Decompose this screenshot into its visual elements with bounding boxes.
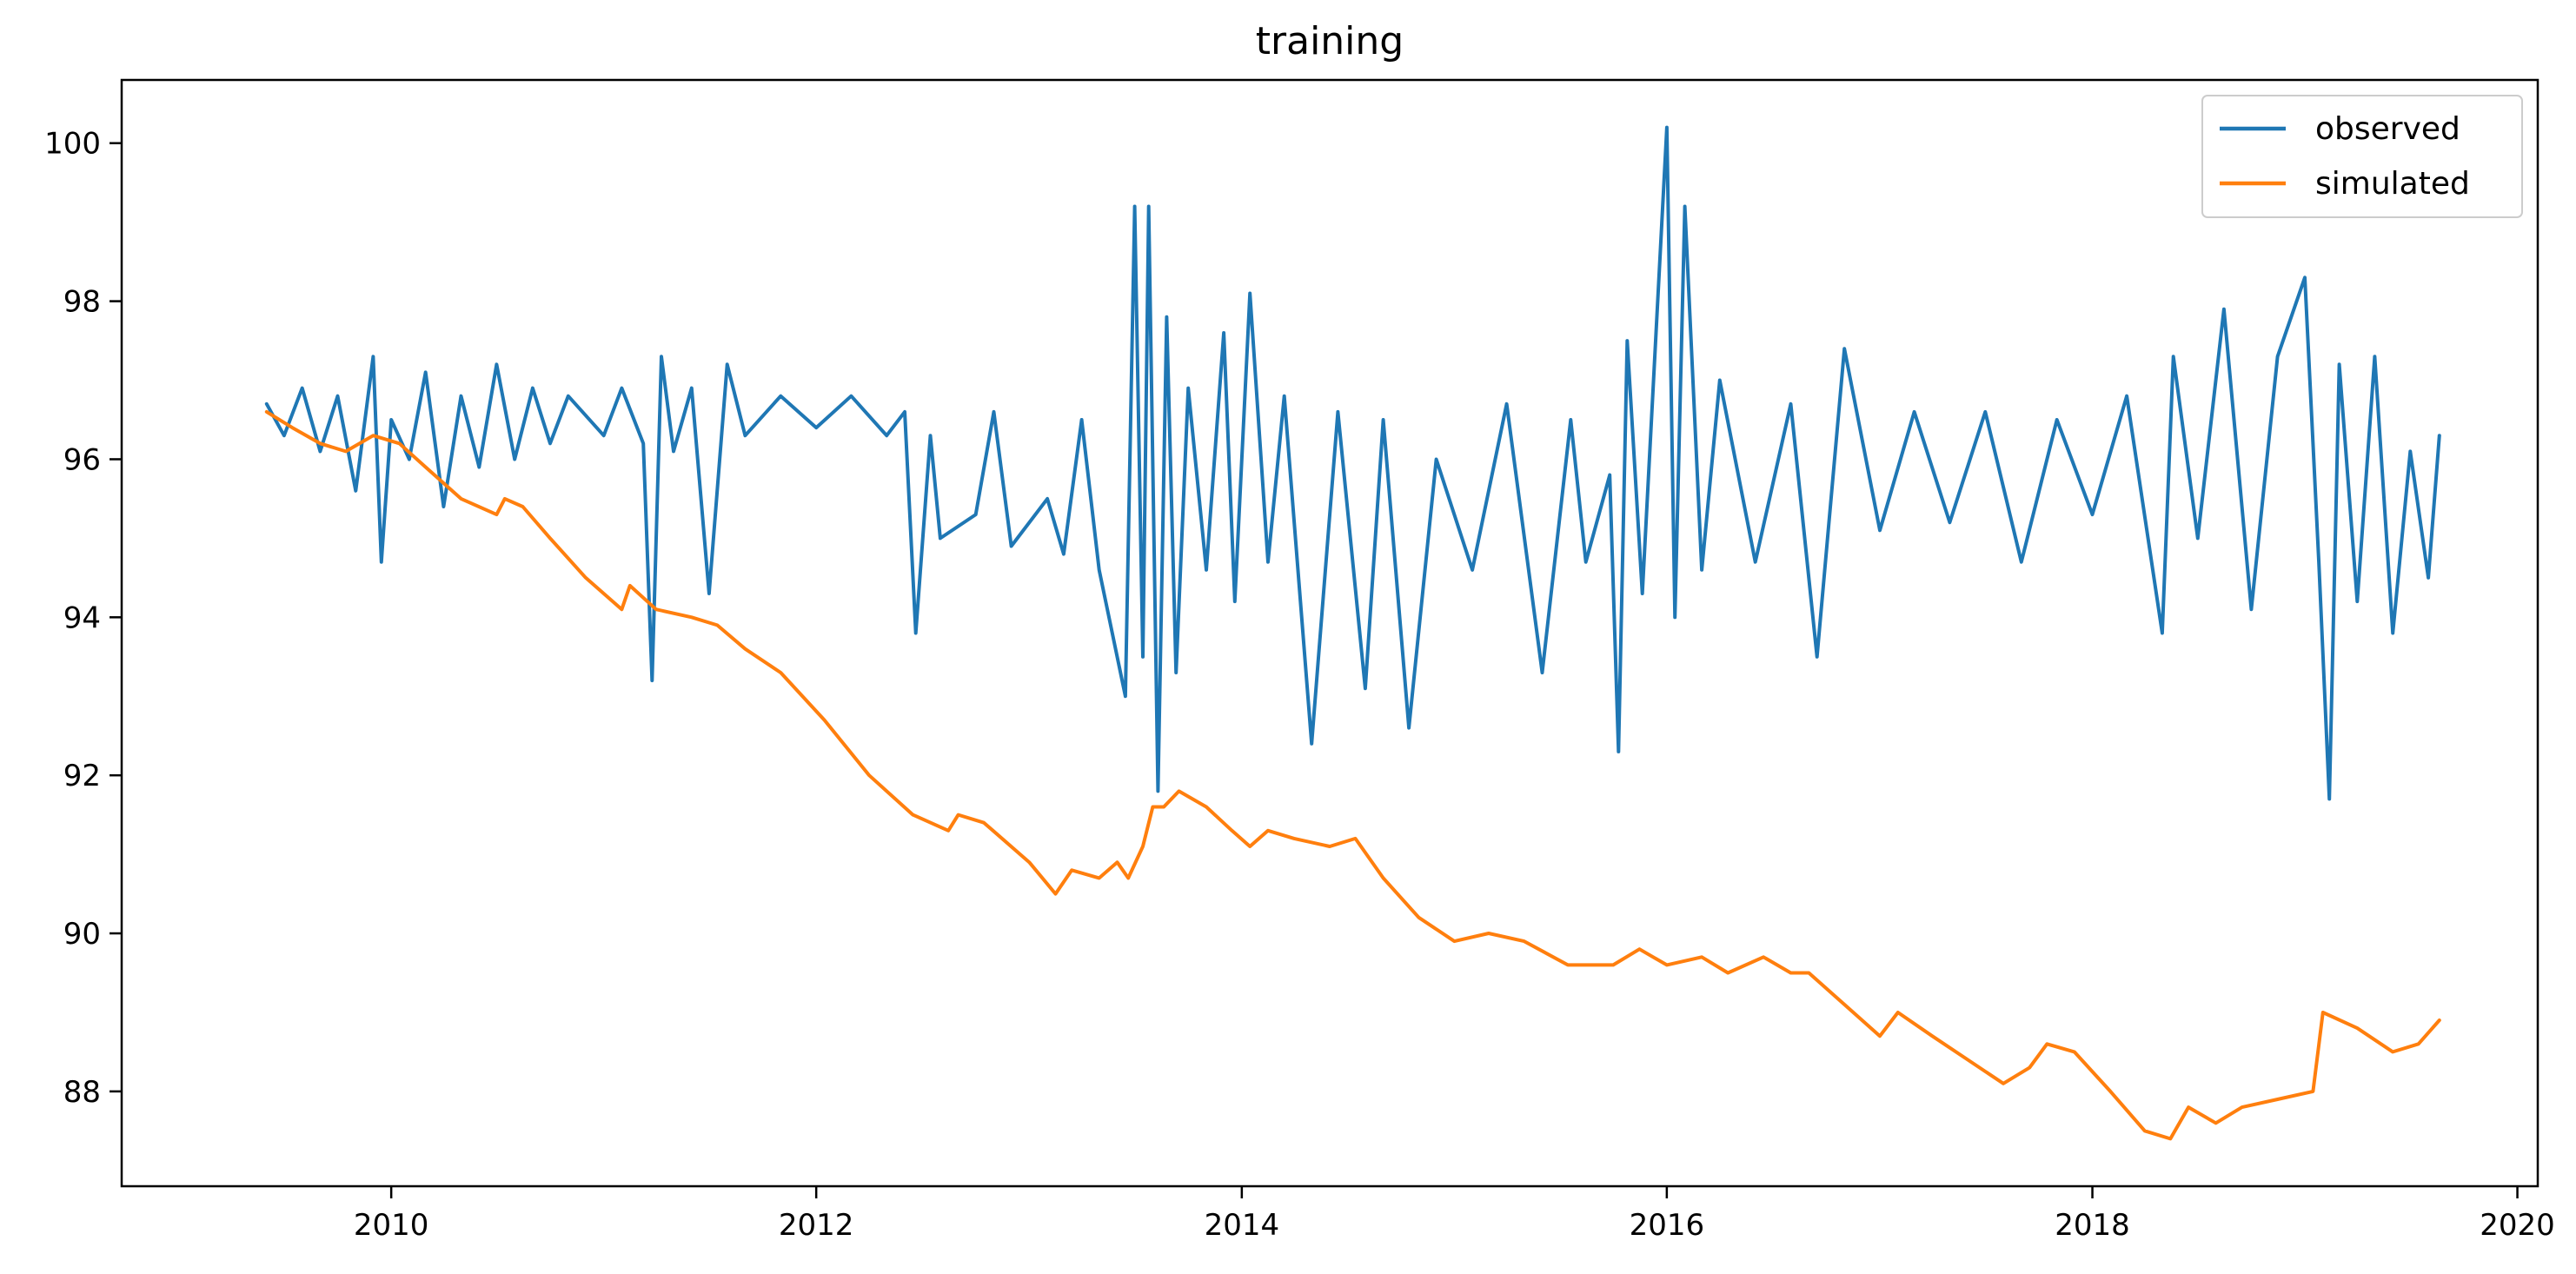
y-tick-label: 90 [63, 917, 101, 952]
y-tick-label: 88 [63, 1075, 101, 1110]
x-tick-label: 2012 [779, 1208, 854, 1243]
y-axis: 88 90 92 94 96 98 100 [44, 127, 122, 1110]
legend-label-observed: observed [2315, 111, 2460, 147]
y-tick-label: 96 [63, 442, 101, 477]
series-layer [264, 125, 2441, 1141]
y-tick-label: 92 [63, 759, 101, 793]
y-tick-label: 94 [63, 601, 101, 635]
y-tick-label: 100 [44, 127, 101, 162]
plot-frame [120, 78, 2539, 1188]
x-tick-label: 2014 [1205, 1208, 1280, 1243]
chart-title: training [1256, 19, 1404, 63]
y-tick-label: 98 [63, 285, 101, 320]
series-line-simulated [264, 409, 2441, 1141]
x-tick-label: 2016 [1630, 1208, 1705, 1243]
x-tick-label: 2020 [2480, 1208, 2555, 1243]
x-tick-label: 2010 [354, 1208, 429, 1243]
series-line-observed [264, 125, 2441, 801]
legend-label-simulated: simulated [2315, 166, 2470, 202]
x-tick-label: 2018 [2055, 1208, 2130, 1243]
x-axis: 2010 2012 2014 2016 2018 2020 [354, 1186, 2555, 1243]
legend-box [2201, 95, 2523, 218]
legend: observed simulated [2201, 95, 2523, 218]
